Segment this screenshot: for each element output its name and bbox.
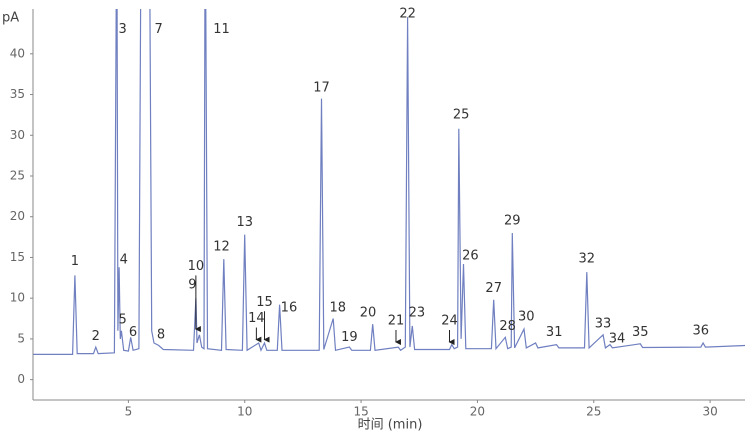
x-tick-label: 20 [470, 405, 485, 419]
peak-label: 1 [71, 254, 79, 269]
peak-label: 16 [281, 300, 298, 315]
x-axis-label: 时间 (min) [358, 418, 423, 433]
peak-label: 25 [453, 107, 470, 122]
peak-label: 7 [155, 22, 163, 37]
peak-label: 19 [341, 330, 358, 345]
peak-label: 10 [188, 259, 205, 274]
peak-label: 32 [579, 252, 596, 267]
peak-label: 36 [693, 323, 710, 338]
x-tick-label: 10 [237, 405, 252, 419]
peak-label: 13 [236, 215, 253, 230]
y-tick-label: 20 [10, 209, 25, 223]
y-tick-label: 25 [10, 168, 25, 182]
peak-label: 6 [129, 325, 137, 340]
peak-label: 4 [120, 252, 128, 267]
peak-label: 17 [313, 81, 330, 96]
x-tick-label: 5 [125, 405, 133, 419]
peak-label: 29 [504, 213, 521, 228]
peak-label: 22 [399, 6, 416, 21]
y-tick-label: 5 [17, 331, 25, 345]
peak-label: 11 [213, 22, 230, 37]
peak-label: 2 [92, 329, 100, 344]
chromatogram-line [33, 9, 745, 355]
peak-label: 15 [256, 295, 273, 310]
y-axis-label: pA [2, 11, 19, 26]
y-tick-label: 40 [10, 46, 25, 60]
peak-label: 18 [330, 300, 347, 315]
peak-label: 33 [595, 317, 612, 332]
peak-label: 8 [157, 327, 165, 342]
peak-label: 3 [118, 22, 126, 37]
peak-label: 5 [118, 313, 126, 328]
x-tick-label: 30 [702, 405, 717, 419]
peak-label: 20 [360, 305, 377, 320]
peak-label: 35 [632, 325, 649, 340]
y-tick-label: 10 [10, 291, 25, 305]
peak-label: 21 [388, 313, 405, 328]
peak-label: 23 [409, 305, 426, 320]
peak-label: 26 [462, 248, 479, 263]
y-tick-label: 30 [10, 128, 25, 142]
peak-label: 14 [248, 311, 265, 326]
peak-label: 12 [213, 239, 230, 254]
peak-label: 34 [609, 331, 626, 346]
peak-label: 30 [518, 309, 535, 324]
x-tick-label: 15 [353, 405, 368, 419]
y-tick-label: 0 [17, 372, 25, 386]
peak-label: 31 [546, 325, 563, 340]
plot-area [33, 9, 745, 355]
y-tick-label: 15 [10, 250, 25, 264]
peak-label: 27 [485, 281, 502, 296]
peak-label: 28 [499, 319, 516, 334]
x-tick-label: 25 [586, 405, 601, 419]
peak-label: 24 [441, 313, 458, 328]
peak-label: 9 [188, 278, 196, 293]
y-tick-label: 35 [10, 87, 25, 101]
